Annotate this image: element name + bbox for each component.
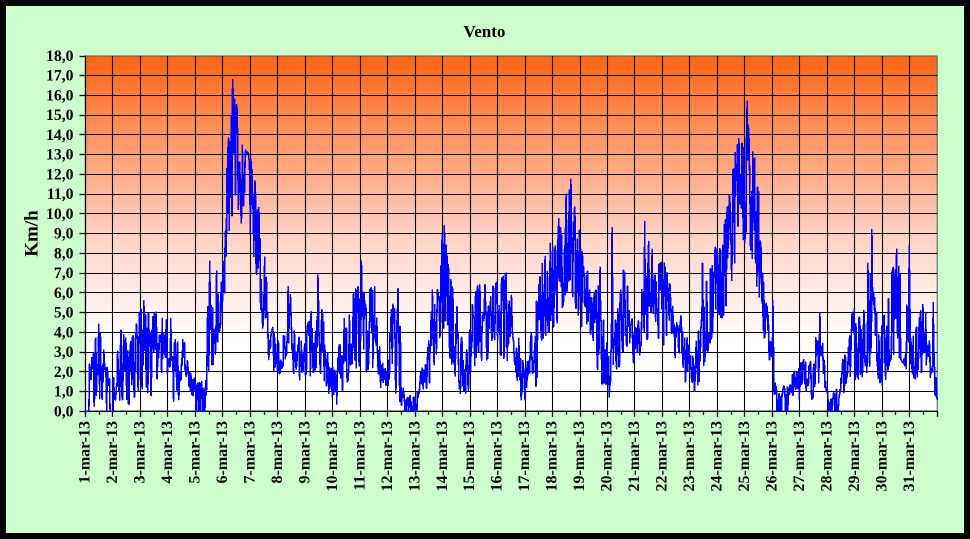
svg-text:12-mar-13: 12-mar-13 [379,421,396,492]
svg-text:8,0: 8,0 [54,245,74,262]
svg-text:31-mar-13: 31-mar-13 [901,421,918,492]
svg-text:16-mar-13: 16-mar-13 [489,421,506,492]
svg-text:10,0: 10,0 [46,206,74,223]
svg-text:18,0: 18,0 [46,48,74,65]
svg-text:24-mar-13: 24-mar-13 [709,421,726,492]
svg-text:6,0: 6,0 [54,285,74,302]
svg-text:19-mar-13: 19-mar-13 [571,421,588,492]
svg-text:28-mar-13: 28-mar-13 [818,421,835,492]
svg-text:29-mar-13: 29-mar-13 [846,421,863,492]
svg-text:0,0: 0,0 [54,403,74,420]
svg-text:21-mar-13: 21-mar-13 [626,421,643,492]
svg-text:7-mar-13: 7-mar-13 [241,421,258,484]
svg-text:4,0: 4,0 [54,324,74,341]
svg-text:10-mar-13: 10-mar-13 [324,421,341,492]
svg-text:18-mar-13: 18-mar-13 [544,421,561,492]
svg-text:23-mar-13: 23-mar-13 [681,421,698,492]
svg-text:8-mar-13: 8-mar-13 [269,421,286,484]
svg-text:15-mar-13: 15-mar-13 [461,421,478,492]
svg-text:Vento: Vento [464,22,506,41]
svg-text:9-mar-13: 9-mar-13 [296,421,313,484]
svg-text:9,0: 9,0 [54,226,74,243]
svg-text:5,0: 5,0 [54,305,74,322]
svg-text:7,0: 7,0 [54,265,74,282]
svg-text:11,0: 11,0 [47,186,74,203]
svg-text:13-mar-13: 13-mar-13 [406,421,423,492]
svg-text:27-mar-13: 27-mar-13 [791,421,808,492]
svg-text:20-mar-13: 20-mar-13 [599,421,616,492]
svg-text:2-mar-13: 2-mar-13 [104,421,121,484]
svg-text:3-mar-13: 3-mar-13 [132,421,149,484]
svg-text:2,0: 2,0 [54,364,74,381]
svg-text:16,0: 16,0 [46,87,74,104]
svg-text:17,0: 17,0 [46,68,74,85]
svg-text:1-mar-13: 1-mar-13 [77,421,94,484]
svg-text:30-mar-13: 30-mar-13 [873,421,890,492]
svg-text:13,0: 13,0 [46,147,74,164]
svg-text:17-mar-13: 17-mar-13 [516,421,533,492]
svg-text:3,0: 3,0 [54,344,74,361]
svg-text:22-mar-13: 22-mar-13 [654,421,671,492]
svg-text:Km/h: Km/h [22,210,43,257]
svg-text:1,0: 1,0 [54,384,74,401]
svg-text:14-mar-13: 14-mar-13 [434,421,451,492]
svg-text:6-mar-13: 6-mar-13 [214,421,231,484]
svg-text:25-mar-13: 25-mar-13 [736,421,753,492]
svg-text:26-mar-13: 26-mar-13 [763,421,780,492]
svg-text:14,0: 14,0 [46,127,74,144]
svg-text:4-mar-13: 4-mar-13 [159,421,176,484]
svg-text:5-mar-13: 5-mar-13 [187,421,204,484]
svg-text:11-mar-13: 11-mar-13 [351,421,368,491]
svg-text:15,0: 15,0 [46,107,74,124]
svg-text:12,0: 12,0 [46,166,74,183]
